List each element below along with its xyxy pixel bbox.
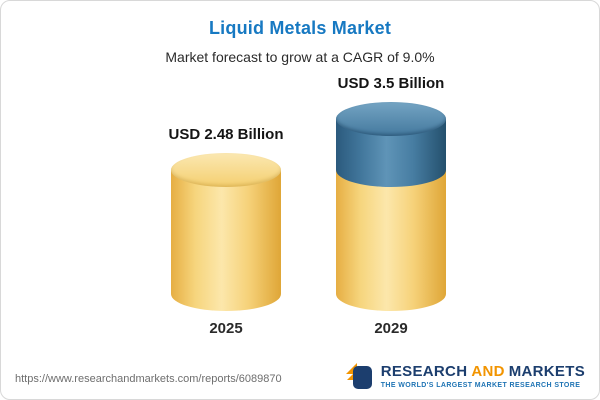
cylinder-segment-yellow-2025 (171, 170, 281, 294)
chart-title: Liquid Metals Market (208, 18, 392, 38)
company-logo[interactable]: RESEARCH AND MARKETS THE WORLD'S LARGEST M… (344, 361, 585, 391)
category-label-2025: 2025 (209, 320, 243, 337)
logo-word-and: AND (471, 363, 505, 380)
logo-tagline: THE WORLD'S LARGEST MARKET RESEARCH STOR… (380, 382, 581, 389)
logo-mark-icon (344, 361, 374, 391)
category-label-2029: 2029 (374, 320, 408, 337)
logo-text: RESEARCH AND MARKETS THE WORLD'S LARGEST M… (381, 363, 585, 389)
cylinder-segment-yellow-2029 (336, 170, 446, 294)
logo-word-markets: MARKETS (508, 363, 585, 380)
value-label-2029: USD 3.5 Billion (337, 75, 445, 92)
report-url[interactable]: https://www.researchandmarkets.com/repor… (15, 373, 282, 385)
value-label-2025: USD 2.48 Billion (168, 126, 284, 143)
cylinder-ellipse (171, 153, 281, 187)
logo-word-research: RESEARCH (380, 363, 468, 380)
chart-subtitle: Market forecast to grow at a CAGR of 9.0… (165, 49, 435, 65)
cylinder-ellipse (336, 102, 446, 136)
